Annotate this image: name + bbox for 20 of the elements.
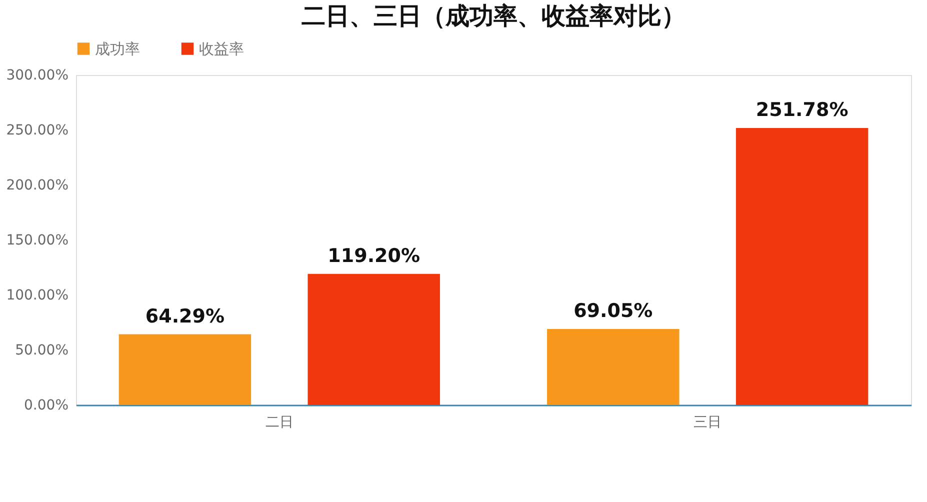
bar bbox=[308, 274, 440, 405]
legend-label: 收益率 bbox=[199, 40, 244, 58]
chart-title: 二日、三日（成功率、收益率对比） bbox=[302, 2, 686, 30]
data-label: 251.78% bbox=[756, 99, 848, 122]
y-tick-label: 100.00% bbox=[6, 288, 68, 304]
data-label: 69.05% bbox=[574, 300, 653, 322]
bar bbox=[736, 128, 868, 405]
x-tick-label: 二日 bbox=[265, 414, 294, 430]
bar bbox=[547, 329, 680, 405]
data-label: 119.20% bbox=[328, 244, 420, 267]
y-tick-label: 200.00% bbox=[6, 178, 68, 194]
x-tick-label: 三日 bbox=[694, 414, 722, 430]
y-tick-label: 50.00% bbox=[15, 342, 68, 358]
y-tick-label: 300.00% bbox=[6, 68, 68, 84]
legend-label: 成功率 bbox=[95, 40, 140, 58]
y-tick-label: 0.00% bbox=[24, 398, 68, 414]
data-label: 64.29% bbox=[145, 305, 225, 328]
y-tick-label: 250.00% bbox=[6, 122, 68, 138]
y-tick-label: 150.00% bbox=[6, 232, 68, 248]
bar bbox=[118, 334, 252, 405]
